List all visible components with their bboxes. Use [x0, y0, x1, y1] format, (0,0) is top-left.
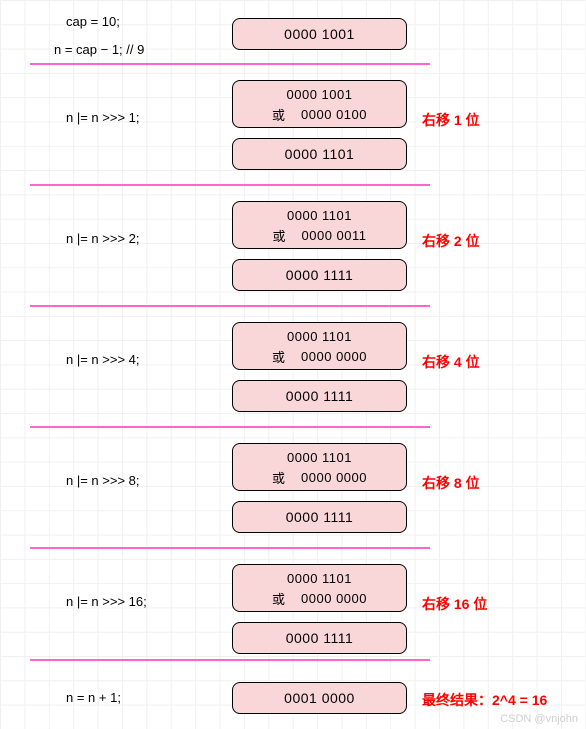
code-shift16: n |= n >>> 16; [66, 594, 147, 609]
or-label-4: 或 [272, 468, 285, 487]
code-final: n = n + 1; [66, 690, 121, 705]
bits-box-shift1-op: 0000 1001 或 0000 0100 [232, 80, 407, 128]
code-shift2: n |= n >>> 2; [66, 231, 140, 246]
bits-shift1-bottom: 0000 0100 [301, 107, 367, 122]
bits-shift16-result: 0000 1111 [286, 630, 354, 646]
bits-shift16-bottom: 0000 0000 [301, 591, 367, 606]
code-shift4: n |= n >>> 4; [66, 352, 140, 367]
annot-shift4: 右移 4 位 [422, 352, 480, 372]
bits-shift2-bottom: 0000 0011 [302, 228, 367, 243]
diagram-container: cap = 10; n = cap − 1; // 9 0000 1001 n … [0, 0, 586, 729]
bits-box-shift16-result: 0000 1111 [232, 622, 407, 654]
bits-box-shift16-op: 0000 1101 或 0000 0000 [232, 564, 407, 612]
bits-shift2-top: 0000 1101 [287, 208, 352, 223]
or-label-3: 或 [272, 347, 285, 366]
bits-shift16-top: 0000 1101 [287, 571, 352, 586]
bits-box-shift2-op: 0000 1101 或 0000 0011 [232, 201, 407, 249]
annot-shift2: 右移 2 位 [422, 231, 480, 251]
bits-box-shift1-result: 0000 1101 [232, 138, 407, 170]
bits-shift8-result: 0000 1111 [286, 509, 354, 525]
or-label-2: 或 [272, 226, 285, 245]
bits-shift1-result: 0000 1101 [285, 146, 355, 162]
separator-5 [30, 659, 430, 661]
separator-2 [30, 305, 430, 307]
bits-initial: 0000 1001 [284, 26, 355, 42]
or-label-1: 或 [272, 105, 285, 124]
bits-shift2-result: 0000 1111 [286, 267, 354, 283]
bits-shift8-bottom: 0000 0000 [301, 470, 367, 485]
annot-final: 最终结果：2^4 = 16 [422, 690, 547, 710]
bits-box-shift2-result: 0000 1111 [232, 259, 407, 291]
bits-box-shift4-op: 0000 1101 或 0000 0000 [232, 322, 407, 370]
bits-final: 0001 0000 [284, 690, 355, 706]
bits-box-shift8-op: 0000 1101 或 0000 0000 [232, 443, 407, 491]
bits-box-shift8-result: 0000 1111 [232, 501, 407, 533]
bits-box-final: 0001 0000 [232, 682, 407, 714]
code-cap: cap = 10; [66, 14, 120, 29]
separator-3 [30, 426, 430, 428]
annot-shift1: 右移 1 位 [422, 110, 480, 130]
separator-1 [30, 184, 430, 186]
bits-shift4-bottom: 0000 0000 [301, 349, 367, 364]
bits-shift8-top: 0000 1101 [287, 450, 352, 465]
annot-shift16: 右移 16 位 [422, 594, 487, 614]
separator-0 [30, 63, 430, 65]
code-shift8: n |= n >>> 8; [66, 473, 140, 488]
separator-4 [30, 547, 430, 549]
bits-box-shift4-result: 0000 1111 [232, 380, 407, 412]
bits-shift1-top: 0000 1001 [287, 87, 353, 102]
code-shift1: n |= n >>> 1; [66, 110, 140, 125]
bits-shift4-top: 0000 1101 [287, 329, 352, 344]
watermark: CSDN @vnjohn [500, 713, 578, 725]
code-nminus1: n = cap − 1; // 9 [54, 42, 144, 57]
or-label-5: 或 [272, 589, 285, 608]
bits-box-initial: 0000 1001 [232, 18, 407, 50]
annot-shift8: 右移 8 位 [422, 473, 480, 493]
bits-shift4-result: 0000 1111 [286, 388, 354, 404]
